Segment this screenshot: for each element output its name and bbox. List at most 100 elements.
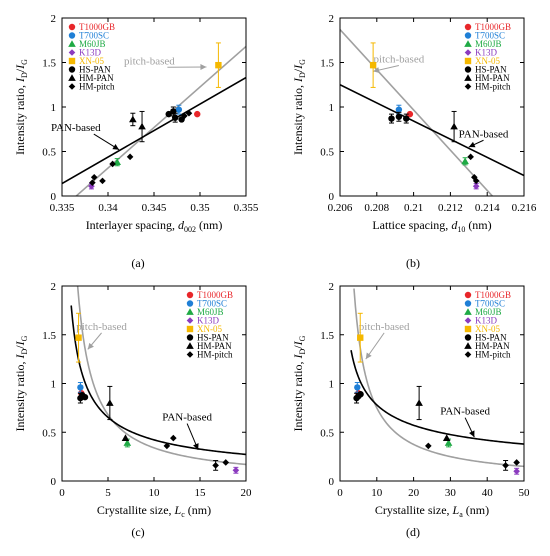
legend-marker: [465, 32, 471, 38]
x-axis-label-text: Interlayer spacing,: [86, 218, 178, 232]
y-tick-label: 0: [329, 191, 335, 203]
legend-marker: [465, 292, 471, 298]
data-point: [82, 394, 88, 400]
annotation-label: pitch-based: [76, 321, 127, 333]
data-point: [450, 123, 458, 130]
data-point: [354, 384, 360, 390]
data-point: [138, 123, 146, 130]
annotation-label: PAN-based: [440, 406, 490, 418]
legend-marker: [464, 342, 472, 349]
panel-label: (c): [131, 525, 144, 539]
legend-marker: [187, 317, 194, 324]
y-tick-label: 0: [329, 476, 335, 488]
data-point: [357, 334, 363, 340]
legend: T1000GBT700SCM60JBK13DXN-05HS-PANHM-PANH…: [68, 22, 115, 92]
x-tick-label: 0.335: [50, 202, 75, 214]
annotation-label: pitch-based: [374, 54, 425, 66]
legend-marker: [68, 74, 76, 81]
legend-marker: [187, 334, 193, 340]
y-axis-label-part: G: [298, 335, 307, 341]
data-point: [212, 462, 219, 469]
data-point: [127, 154, 134, 161]
x-tick-label: 40: [482, 487, 494, 499]
x-tick-label: 20: [241, 487, 253, 499]
legend-marker: [69, 32, 75, 38]
legend-marker: [187, 300, 193, 306]
legend-marker: [465, 351, 472, 358]
legend-label: HM-pitch: [475, 350, 511, 360]
x-tick-label: 0.208: [364, 202, 389, 214]
x-axis-label-text: Crystallite size,: [375, 503, 453, 517]
x-axis-label: Crystallite size, Lc (nm): [97, 503, 211, 519]
x-tick-label: 10: [149, 487, 161, 499]
legend-marker: [69, 24, 75, 30]
x-tick-label: 20: [408, 487, 420, 499]
data-point: [425, 443, 432, 450]
annotation-label: PAN-based: [51, 122, 101, 134]
data-point: [170, 435, 177, 442]
legend-marker: [465, 24, 471, 30]
x-axis-label: Crystallite size, La (nm): [375, 503, 489, 519]
x-tick-label: 10: [371, 487, 383, 499]
legend-marker: [465, 334, 471, 340]
panel-label: (b): [406, 256, 420, 270]
y-axis-label-part: Intensity ratio,: [291, 358, 305, 431]
x-axis-label-text: Lattice spacing,: [372, 218, 451, 232]
x-axis-label-text: Crystallite size,: [97, 503, 175, 517]
y-axis-label-part: G: [20, 59, 29, 65]
panel-label: (d): [406, 525, 420, 539]
y-tick-label: 1: [51, 379, 57, 391]
data-point: [77, 384, 83, 390]
data-point: [170, 108, 176, 114]
data-point: [370, 62, 376, 68]
x-tick-label: 50: [519, 487, 531, 499]
legend-marker: [465, 49, 472, 56]
y-tick-label: 0.5: [42, 427, 56, 439]
x-tick-label: 15: [195, 487, 207, 499]
x-tick-label: 0.212: [438, 202, 463, 214]
annotation-label: pitch-based: [359, 321, 410, 333]
y-tick-label: 0.5: [320, 147, 334, 159]
x-tick-label: 0.345: [142, 202, 167, 214]
legend-label: HM-pitch: [79, 82, 115, 92]
x-tick-label: 30: [445, 487, 457, 499]
legend: T1000GBT700SCM60JBK13DXN-05HS-PANHM-PANH…: [464, 22, 511, 92]
x-tick-label: 0.216: [512, 202, 537, 214]
x-axis-unit: (nm): [465, 218, 491, 232]
y-axis-label-part: Intensity ratio,: [13, 358, 27, 431]
y-axis-label-part: Intensity ratio,: [291, 82, 305, 155]
y-axis-label-part: G: [298, 59, 307, 65]
legend-marker: [465, 83, 472, 90]
legend-marker: [465, 317, 472, 324]
x-tick-label: 0.35: [190, 202, 210, 214]
data-point: [467, 154, 474, 161]
x-axis-unit: (nm): [185, 503, 211, 517]
y-axis-label: Intensity ratio, ID/IG: [13, 335, 29, 431]
legend-marker: [69, 58, 75, 64]
data-point: [233, 467, 240, 474]
annotation-label: PAN-based: [459, 128, 509, 140]
x-axis-label: Lattice spacing, d10 (nm): [372, 218, 491, 234]
data-point: [106, 399, 114, 406]
y-axis-label-part: G: [20, 335, 29, 341]
y-axis-label: Intensity ratio, ID/IG: [291, 335, 307, 431]
legend-marker: [464, 74, 472, 81]
y-tick-label: 0: [51, 476, 57, 488]
data-point: [357, 391, 363, 397]
y-tick-label: 1.5: [320, 330, 334, 342]
legend-marker: [464, 40, 472, 47]
data-point: [403, 115, 409, 121]
legend-marker: [465, 326, 471, 332]
x-tick-label: 0.21: [404, 202, 423, 214]
y-axis-label-part: Intensity ratio,: [13, 82, 27, 155]
data-point: [461, 157, 469, 164]
legend-marker: [465, 300, 471, 306]
x-tick-label: 5: [105, 487, 111, 499]
data-point: [415, 399, 423, 406]
y-tick-label: 1: [329, 379, 335, 391]
